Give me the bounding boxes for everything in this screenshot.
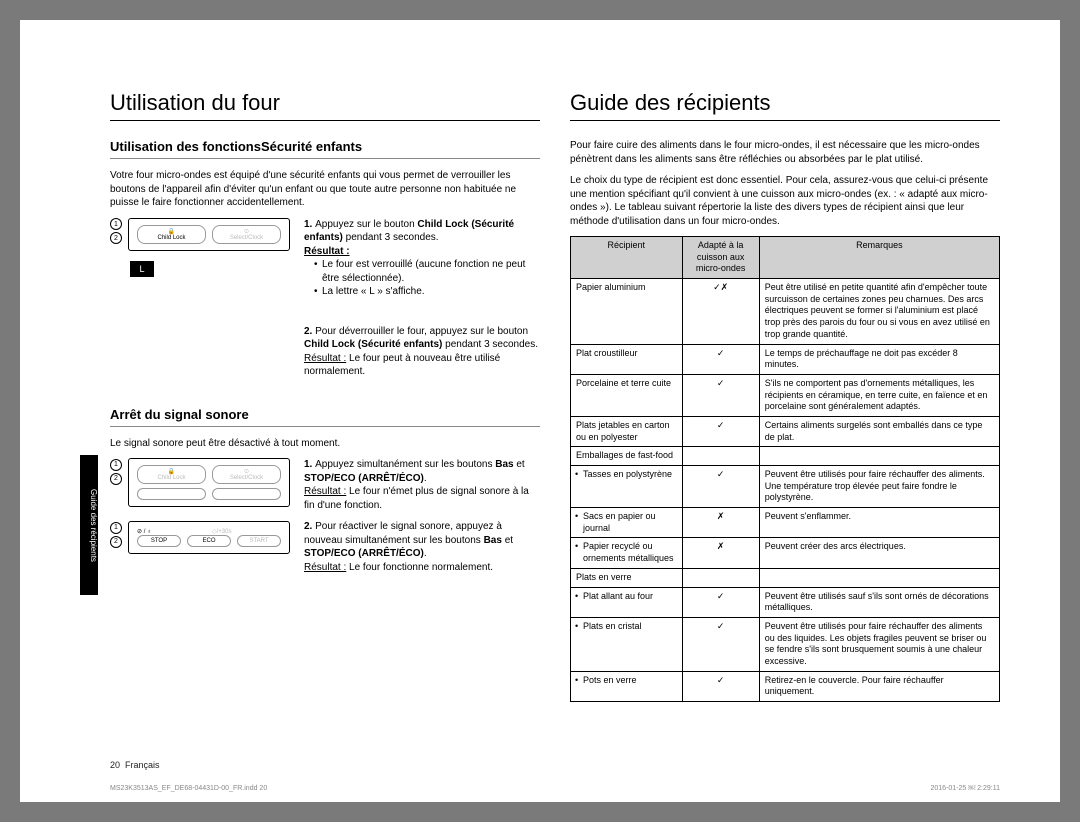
callout-2: 2 (110, 232, 122, 244)
callout-2c: 2 (110, 536, 122, 548)
sec2-intro: Le signal sonore peut être désactivé à t… (110, 437, 540, 451)
table-row: Papier recyclé ou ornements métalliques✗… (571, 538, 1000, 568)
table-row: Plats en verre (571, 568, 1000, 587)
manual-page: Guide des récipients Utilisation du four… (20, 20, 1060, 802)
callout-1: 1 (110, 218, 122, 230)
right-p1: Pour faire cuire des aliments dans le fo… (570, 139, 1000, 166)
stop-btn: STOP (137, 535, 181, 547)
table-row: Plats jetables en carton ou en polyester… (571, 416, 1000, 446)
rule (110, 426, 540, 427)
table-row: Emballages de fast-food (571, 447, 1000, 466)
right-heading: Guide des récipients (570, 90, 1000, 116)
panel-illustration: 1 2 🔒Child Lock ⊙Select/Clock L (110, 218, 290, 281)
child-lock-btn2: 🔒Child Lock (137, 465, 206, 484)
callout-1c: 1 (110, 522, 122, 534)
right-column: Guide des récipients Pour faire cuire de… (570, 90, 1000, 730)
table-row: Papier aluminium✓✗Peut être utilisé en p… (571, 279, 1000, 344)
table-row: Plat allant au four✓Peuvent être utilisé… (571, 587, 1000, 617)
th-remarks: Remarques (759, 237, 999, 279)
sec1-instructions: 1. Appuyez sur le bouton Child Lock (Séc… (304, 218, 540, 387)
table-row: Tasses en polystyrène✓Peuvent être utili… (571, 466, 1000, 508)
rule (110, 158, 540, 159)
select-clock-btn: ⊙Select/Clock (212, 225, 281, 244)
rule (110, 120, 540, 121)
th-recipient: Récipient (571, 237, 683, 279)
table-row: Porcelaine et terre cuite✓S'ils ne compo… (571, 374, 1000, 416)
table-row: Plats en cristal✓Peuvent être utilisés p… (571, 617, 1000, 671)
table-row: Pots en verre✓Retirez-en le couvercle. P… (571, 671, 1000, 701)
page-footer: 20 Français (110, 760, 1000, 770)
panel-illustration-2: 1 2 🔒Child Lock ⊙Select/Clock (110, 458, 290, 560)
sec2-instructions: 1. Appuyez simultanément sur les boutons… (304, 458, 540, 582)
left-column: Utilisation du four Utilisation des fonc… (110, 90, 540, 730)
print-meta: MS23K3513AS_EF_DE68-04431D-00_FR.indd 20… (110, 785, 1000, 792)
callout-1b: 1 (110, 459, 122, 471)
eco-btn: ECO (187, 535, 231, 547)
select-clock-btn2: ⊙Select/Clock (212, 465, 281, 484)
lcd-display: L (130, 261, 154, 277)
right-p2: Le choix du type de récipient est donc e… (570, 174, 1000, 228)
table-row: Plat croustilleur✓Le temps de préchauffa… (571, 344, 1000, 374)
sec1-heading: Utilisation des fonctionsSécurité enfant… (110, 139, 540, 154)
child-lock-btn: 🔒Child Lock (137, 225, 206, 244)
columns: Utilisation du four Utilisation des fonc… (110, 90, 1000, 730)
sec2-heading: Arrêt du signal sonore (110, 407, 540, 422)
sec1-intro: Votre four micro-ondes est équipé d'une … (110, 169, 540, 210)
th-suitable: Adapté à la cuisson aux micro-ondes (682, 237, 759, 279)
side-tab: Guide des récipients (80, 455, 98, 595)
recipient-table: Récipient Adapté à la cuisson aux micro-… (570, 236, 1000, 702)
table-row: Sacs en papier ou journal✗Peuvent s'enfl… (571, 508, 1000, 538)
rule (570, 120, 1000, 121)
callout-2b: 2 (110, 473, 122, 485)
left-heading: Utilisation du four (110, 90, 540, 116)
start-btn: START (237, 535, 281, 547)
